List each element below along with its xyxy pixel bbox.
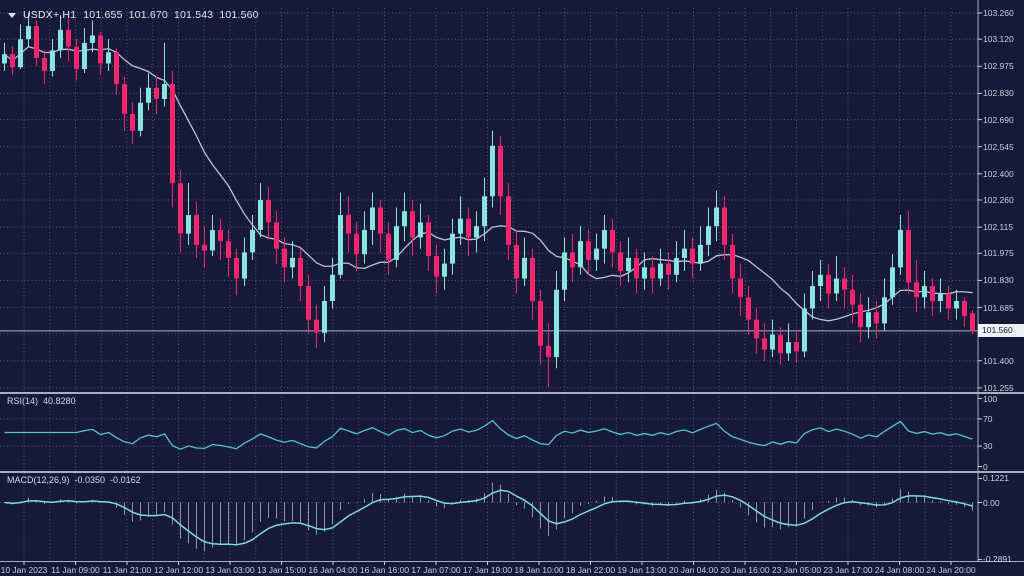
time-label: 13 Jan 03:00 xyxy=(205,565,255,575)
price-label: 102.975 xyxy=(983,61,1014,72)
open-value: 101.655 xyxy=(83,9,123,21)
price-label: 101.975 xyxy=(983,248,1014,259)
ma-line xyxy=(4,45,973,322)
price-label: 102.545 xyxy=(983,141,1014,152)
symbol-dropdown-icon[interactable] xyxy=(8,12,16,18)
rsi-name: RSI(14) xyxy=(7,396,39,406)
price-label: 102.400 xyxy=(983,168,1014,179)
time-label: 12 Jan 12:00 xyxy=(153,565,204,575)
rsi-level-label: 0 xyxy=(983,461,988,472)
macd-histogram xyxy=(12,482,973,552)
ohlc-values: 101.655 101.670 101.543 101.560 xyxy=(83,9,258,21)
current-price-tag: 101.560 xyxy=(978,324,1024,338)
time-label: 17 Jan 07:00 xyxy=(411,565,461,575)
rsi-level-label: 30 xyxy=(983,441,993,452)
time-label: 18 Jan 22:00 xyxy=(565,565,616,575)
symbol-label: USDX+,H1 xyxy=(23,9,77,21)
time-axis[interactable]: 10 Jan 2023 11 Jan 09:00 11 Jan 21:00 12 Ja… xyxy=(0,562,978,576)
price-label: 101.400 xyxy=(983,355,1014,366)
time-label: 23 Jan 05:00 xyxy=(771,565,822,575)
rsi-indicator-label: RSI(14) 40.8280 xyxy=(7,396,76,406)
price-label: 101.830 xyxy=(983,275,1014,286)
high-value: 101.670 xyxy=(128,9,168,21)
time-label: 11 Jan 09:00 xyxy=(51,565,100,575)
time-label: 17 Jan 19:00 xyxy=(462,565,513,575)
rsi-level-label: 70 xyxy=(983,413,993,424)
time-label: 20 Jan 16:00 xyxy=(720,565,770,575)
price-label: 103.260 xyxy=(983,8,1014,18)
macd-indicator-label: MACD(12,26,9) -0.0350 -0.0162 xyxy=(7,475,141,485)
rsi-line xyxy=(4,419,973,450)
time-label: 16 Jan 16:00 xyxy=(359,565,410,575)
rsi-level-label: 100 xyxy=(983,393,998,404)
axis-ticks xyxy=(23,12,982,565)
time-label: 23 Jan 17:00 xyxy=(823,565,873,575)
price-label: 102.830 xyxy=(983,88,1014,99)
macd-signal-line xyxy=(4,489,973,546)
macd-signal-value: -0.0162 xyxy=(110,475,141,485)
macd-name: MACD(12,26,9) xyxy=(7,475,70,485)
price-label: 102.115 xyxy=(983,222,1014,233)
time-label: 20 Jan 04:00 xyxy=(668,565,719,575)
macd-level-label: 0.1221 xyxy=(983,473,1009,484)
chart-title: USDX+,H1 101.655 101.670 101.543 101.560 xyxy=(8,9,259,21)
time-label: 10 Jan 2023 xyxy=(0,565,48,575)
time-label: 16 Jan 04:00 xyxy=(308,565,358,575)
price-label: 101.255 xyxy=(983,382,1014,393)
macd-level-label: 0.00 xyxy=(983,497,1000,508)
time-label: 19 Jan 13:00 xyxy=(617,565,667,575)
low-value: 101.543 xyxy=(173,9,214,21)
price-label: 101.685 xyxy=(983,302,1014,313)
price-label: 102.690 xyxy=(983,114,1014,125)
macd-main-value: -0.0350 xyxy=(74,475,106,485)
close-value: 101.560 xyxy=(219,9,259,21)
time-label: 24 Jan 08:00 xyxy=(874,565,925,575)
time-label: 13 Jan 15:00 xyxy=(256,565,307,575)
candles-layer xyxy=(2,13,975,387)
rsi-value: 40.8280 xyxy=(43,396,76,406)
macd-level-label: -0.2891 xyxy=(983,554,1012,565)
price-label: 102.260 xyxy=(983,195,1014,205)
price-label: 103.120 xyxy=(983,34,1014,45)
time-label: 24 Jan 20:00 xyxy=(926,565,976,575)
price-axis[interactable]: 103.260 103.120 102.975 102.830 102.690 102.5… xyxy=(978,0,1024,565)
time-label: 11 Jan 21:00 xyxy=(102,565,152,575)
time-label: 18 Jan 10:00 xyxy=(514,565,564,575)
